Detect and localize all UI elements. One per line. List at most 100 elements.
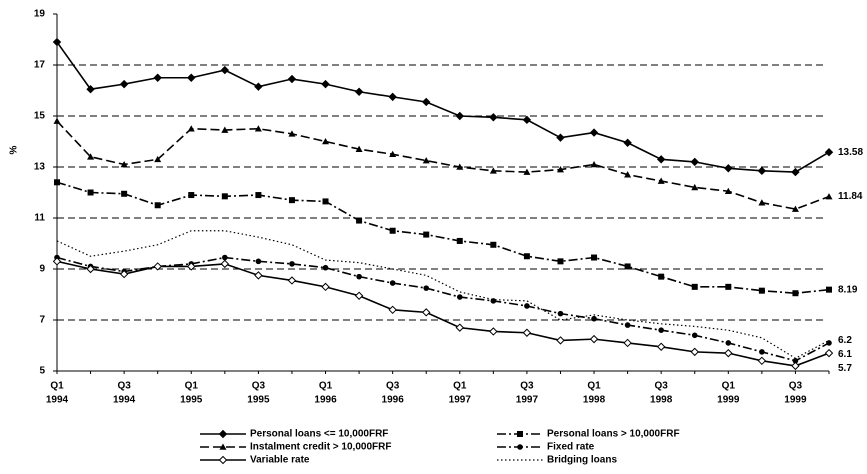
marker [517,431,523,437]
legend-label: Personal loans <= 10,000FRF [250,429,388,440]
marker [691,332,698,339]
marker [255,258,262,265]
marker [690,347,699,357]
marker [522,328,532,337]
marker [356,273,362,280]
marker [322,198,329,205]
marker [656,342,666,351]
end-label: 5.7 [838,363,852,374]
marker [154,202,161,209]
marker [456,163,464,170]
marker [219,443,227,450]
marker [356,217,363,224]
marker [355,145,363,152]
marker [456,294,463,300]
x-tick-label: Q1 [453,381,467,392]
x-tick-label: 1994 [113,395,136,406]
marker [53,117,61,124]
marker [52,37,62,47]
series-line [56,230,830,359]
x-tick-label: 1995 [180,395,203,406]
marker [624,263,631,270]
marker [153,73,162,82]
marker [724,187,732,195]
marker [287,276,297,285]
x-tick-label: 1999 [784,395,807,406]
marker [690,157,699,167]
y-tick-label: 15 [34,111,46,122]
end-label: 8.19 [838,284,858,295]
legend-label: Variable rate [250,455,310,466]
marker [757,356,767,366]
marker [556,133,565,142]
marker [120,160,128,168]
marker [389,150,397,158]
marker [489,167,497,174]
marker [322,264,329,271]
marker [423,231,430,238]
x-tick-label: Q1 [319,381,333,392]
marker [187,125,195,132]
marker [456,237,463,244]
marker [87,189,94,196]
series-line [56,256,830,362]
marker [522,115,532,125]
y-axis-label: % [9,145,20,154]
x-tick-label: 1998 [583,395,606,406]
marker [824,348,834,358]
marker [658,273,665,280]
y-tick-label: 9 [39,264,45,275]
series-line [56,181,830,295]
marker [423,285,430,291]
y-tick-label: 17 [34,60,46,71]
marker [791,361,800,371]
marker [287,74,297,84]
x-tick-label: Q3 [520,381,534,392]
marker [589,334,599,344]
marker [556,336,565,345]
series-line [56,41,830,173]
x-tick-label: Q1 [185,381,199,392]
x-tick-label: Q1 [722,381,736,392]
marker [824,148,834,157]
x-tick-label: Q3 [655,381,669,392]
marker [121,190,128,197]
marker [657,177,665,184]
x-tick-label: Q3 [252,381,266,392]
marker [221,193,228,200]
marker [556,166,564,173]
marker [724,164,733,173]
marker [389,227,396,234]
marker [524,303,530,309]
marker [691,183,699,191]
marker [792,290,799,297]
legend-label: Personal loans > 10,000FRF [547,429,680,440]
marker [222,254,228,261]
legend-label: Bridging loans [547,455,617,466]
marker [255,192,262,199]
marker [656,155,666,164]
marker [489,113,498,122]
y-tick-label: 7 [39,315,45,326]
marker [322,138,330,145]
x-tick-label: Q3 [117,381,131,392]
marker [422,308,431,317]
marker [725,283,732,290]
x-tick-label: 1995 [247,395,270,406]
marker [826,286,832,293]
x-tick-label: Q1 [587,381,601,392]
marker [791,205,799,212]
x-tick-label: 1997 [449,395,472,406]
marker [523,253,530,260]
marker [321,79,330,89]
marker [221,126,229,133]
marker [354,291,364,300]
marker [623,138,632,147]
marker [220,65,230,75]
marker [52,257,62,266]
marker [254,271,263,280]
marker [557,258,564,265]
marker [624,171,632,178]
marker [624,322,631,328]
end-label: 6.2 [838,335,852,346]
